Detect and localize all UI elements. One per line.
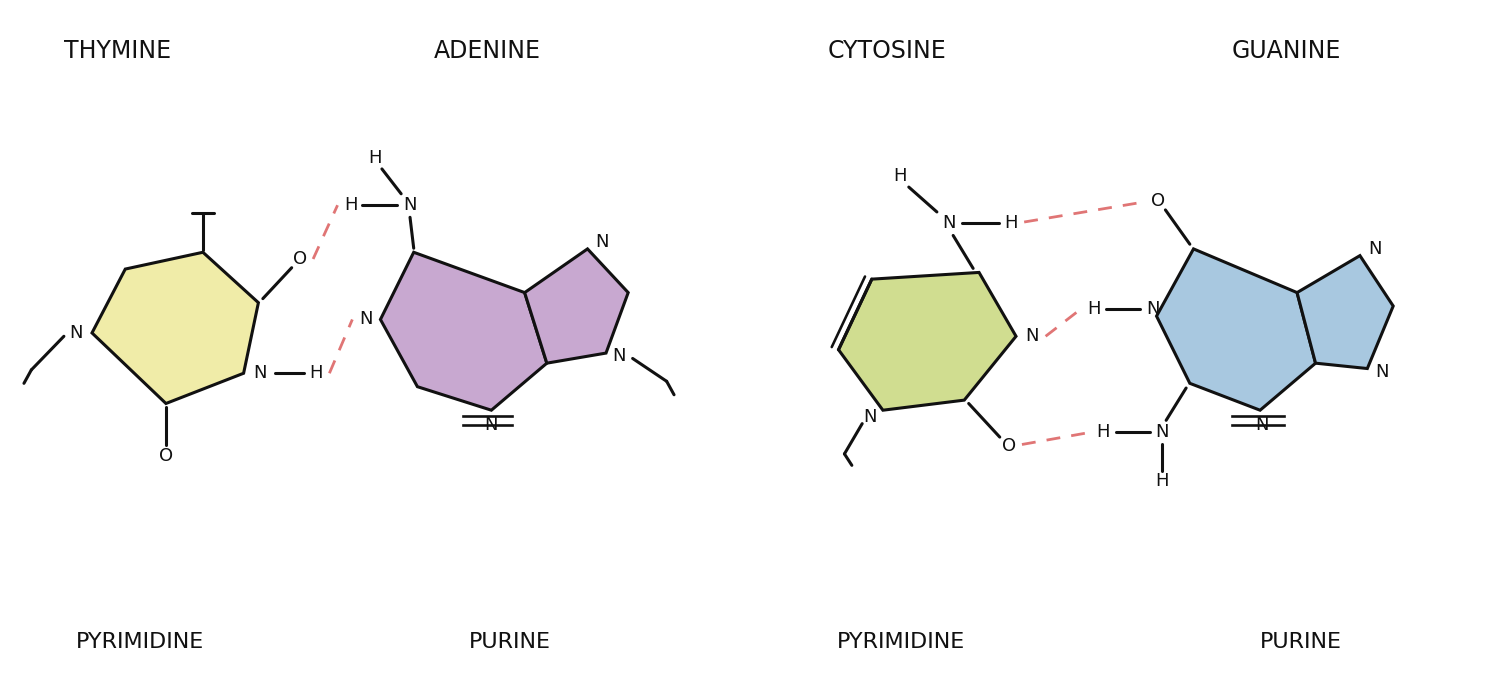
Text: N: N xyxy=(1256,416,1269,434)
Text: H: H xyxy=(892,167,906,185)
Polygon shape xyxy=(525,249,628,363)
Text: N: N xyxy=(612,347,626,366)
Text: N: N xyxy=(1026,327,1039,345)
Text: N: N xyxy=(1146,300,1160,318)
Text: O: O xyxy=(159,447,172,465)
Text: ADENINE: ADENINE xyxy=(433,38,542,62)
Text: N: N xyxy=(942,214,956,233)
Text: H: H xyxy=(309,364,322,382)
Text: H: H xyxy=(368,149,381,167)
Text: N: N xyxy=(404,196,417,214)
Polygon shape xyxy=(839,272,1016,410)
Text: THYMINE: THYMINE xyxy=(64,38,171,62)
Text: N: N xyxy=(1376,363,1389,381)
Text: PYRIMIDINE: PYRIMIDINE xyxy=(837,632,966,652)
Text: N: N xyxy=(1368,240,1382,258)
Text: O: O xyxy=(1150,191,1166,209)
Polygon shape xyxy=(1298,256,1394,368)
Text: CYTOSINE: CYTOSINE xyxy=(827,38,946,62)
Text: H: H xyxy=(1004,214,1017,233)
Text: N: N xyxy=(862,408,876,426)
Text: PYRIMIDINE: PYRIMIDINE xyxy=(76,632,204,652)
Polygon shape xyxy=(381,252,548,410)
Text: N: N xyxy=(254,364,267,382)
Text: N: N xyxy=(484,416,498,434)
Polygon shape xyxy=(92,252,258,403)
Text: PURINE: PURINE xyxy=(1260,632,1342,652)
Text: N: N xyxy=(69,324,82,342)
Text: H: H xyxy=(1155,472,1168,490)
Text: N: N xyxy=(1155,423,1168,441)
Text: N: N xyxy=(596,233,609,251)
Text: GUANINE: GUANINE xyxy=(1232,38,1341,62)
Text: N: N xyxy=(358,311,372,329)
Polygon shape xyxy=(1156,249,1316,410)
Text: H: H xyxy=(344,196,357,214)
Text: PURINE: PURINE xyxy=(470,632,550,652)
Text: H: H xyxy=(1088,300,1101,318)
Text: O: O xyxy=(292,250,308,268)
Text: H: H xyxy=(1096,423,1110,441)
Text: O: O xyxy=(1002,437,1016,455)
